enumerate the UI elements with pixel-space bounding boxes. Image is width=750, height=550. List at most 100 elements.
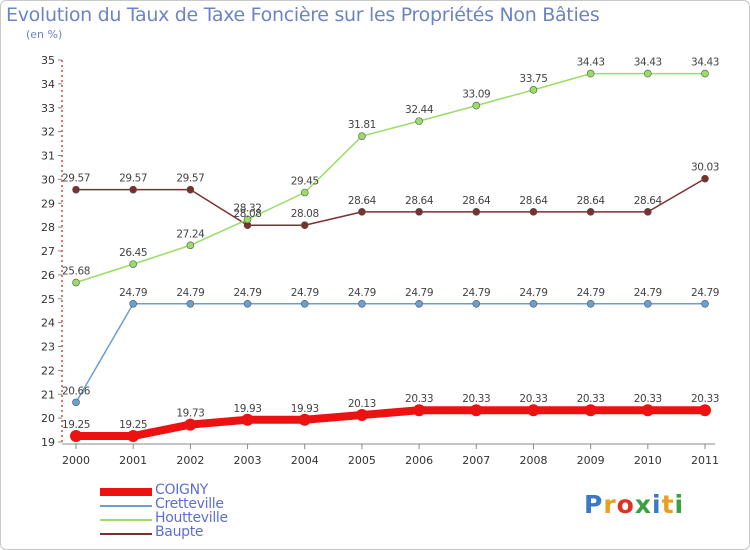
data-label: 28.64 [634, 195, 663, 207]
x-tick-label: 2003 [234, 454, 262, 467]
data-point [644, 69, 652, 78]
data-label: 34.43 [577, 57, 605, 69]
data-point [243, 299, 252, 308]
x-tick-label: 2005 [348, 454, 376, 467]
x-tick-label: 2010 [634, 454, 662, 467]
y-tick-label: 24 [41, 317, 55, 330]
data-label: 20.13 [348, 398, 376, 410]
data-point [644, 299, 652, 308]
y-tick-label: 19 [41, 436, 55, 449]
data-label: 30.03 [691, 162, 719, 174]
data-point [72, 185, 80, 194]
data-point [644, 208, 652, 216]
data-point [358, 299, 366, 308]
data-point [129, 260, 137, 268]
data-point [300, 299, 309, 308]
data-point [641, 404, 654, 417]
data-label: 19.93 [234, 403, 262, 415]
data-label: 29.57 [62, 173, 90, 185]
y-tick-label: 31 [41, 150, 55, 163]
series-lines [70, 69, 711, 443]
chart-title: Evolution du Taux de Taxe Foncière sur l… [6, 4, 600, 26]
legend-label: Cretteville [155, 496, 224, 512]
y-tick-label: 32 [41, 126, 55, 139]
y-tick-label: 21 [41, 388, 55, 401]
data-point [72, 398, 80, 407]
data-labels: 29.57 29.57 29.57 28.08 28.08 28.64 28.64 28.64… [62, 57, 719, 431]
data-point [72, 278, 80, 287]
data-label: 24.79 [176, 287, 204, 299]
data-label: 19.93 [291, 403, 319, 415]
y-tick-label: 25 [41, 293, 55, 306]
y-tick-label: 20 [41, 412, 55, 425]
legend-swatch [100, 519, 152, 521]
data-point [701, 174, 709, 183]
data-label: 34.43 [634, 57, 662, 69]
data-label: 29.57 [119, 173, 147, 185]
y-tick-label: 34 [41, 78, 55, 91]
x-tick-label: 2006 [405, 454, 433, 467]
x-tick-label: 2007 [462, 454, 490, 467]
data-label: 20.66 [62, 385, 91, 397]
data-point [701, 69, 709, 78]
data-label: 27.24 [176, 228, 205, 240]
y-tick-label: 22 [41, 364, 55, 377]
data-label: 26.45 [119, 247, 147, 259]
x-tick-label: 2002 [176, 454, 204, 467]
data-point [186, 185, 195, 194]
series-line-houtteville [75, 72, 706, 284]
data-point [529, 86, 538, 94]
legend-label: Houtteville [155, 510, 228, 526]
data-label: 28.08 [234, 208, 262, 220]
legend-swatch [100, 505, 152, 507]
y-tick-label: 27 [41, 245, 55, 258]
data-point [584, 404, 597, 417]
data-label: 28.64 [348, 195, 377, 207]
data-label: 31.81 [348, 119, 376, 131]
legend-swatch [100, 533, 152, 535]
data-label: 28.64 [462, 195, 491, 207]
data-label: 24.79 [291, 287, 319, 299]
data-label: 19.73 [176, 408, 204, 420]
x-tick-label: 2000 [62, 454, 90, 467]
data-label: 24.79 [691, 287, 719, 299]
x-tick-label: 2001 [119, 454, 147, 467]
data-label: 33.75 [519, 73, 547, 85]
y-tick-label: 30 [41, 173, 55, 186]
data-label: 20.33 [634, 393, 662, 405]
data-label: 20.33 [519, 393, 547, 405]
data-point [470, 404, 483, 417]
data-label: 24.79 [405, 287, 433, 299]
data-label: 24.79 [519, 287, 547, 299]
data-label: 33.09 [462, 89, 490, 101]
y-tick-label: 29 [41, 197, 55, 210]
data-point [415, 208, 423, 216]
y-tick-label: 28 [41, 221, 55, 234]
y-tick-label: 23 [41, 341, 55, 354]
x-tick-label: 2004 [291, 454, 319, 467]
data-point [186, 299, 195, 308]
axes: 19 20 21 22 23 24 25 26 27 28 29 30 31 32 33 34 35 2000 20… [41, 54, 719, 467]
data-point [186, 241, 195, 250]
data-point [527, 404, 540, 417]
legend-swatch [100, 488, 152, 496]
data-point [129, 185, 137, 194]
x-tick-label: 2009 [577, 454, 605, 467]
data-point [529, 299, 538, 308]
data-label: 29.45 [291, 176, 319, 188]
data-label: 24.79 [462, 287, 490, 299]
data-point [243, 215, 252, 224]
data-label: 25.68 [62, 266, 90, 278]
data-point [300, 188, 309, 197]
chart-unit: (en %) [26, 28, 63, 41]
data-point [586, 299, 595, 308]
y-tick-label: 26 [41, 269, 55, 282]
data-label: 19.25 [62, 419, 90, 431]
data-label: 28.64 [577, 195, 606, 207]
data-point [699, 404, 711, 417]
data-point [701, 299, 709, 308]
data-point [127, 430, 140, 443]
data-point [70, 430, 82, 443]
